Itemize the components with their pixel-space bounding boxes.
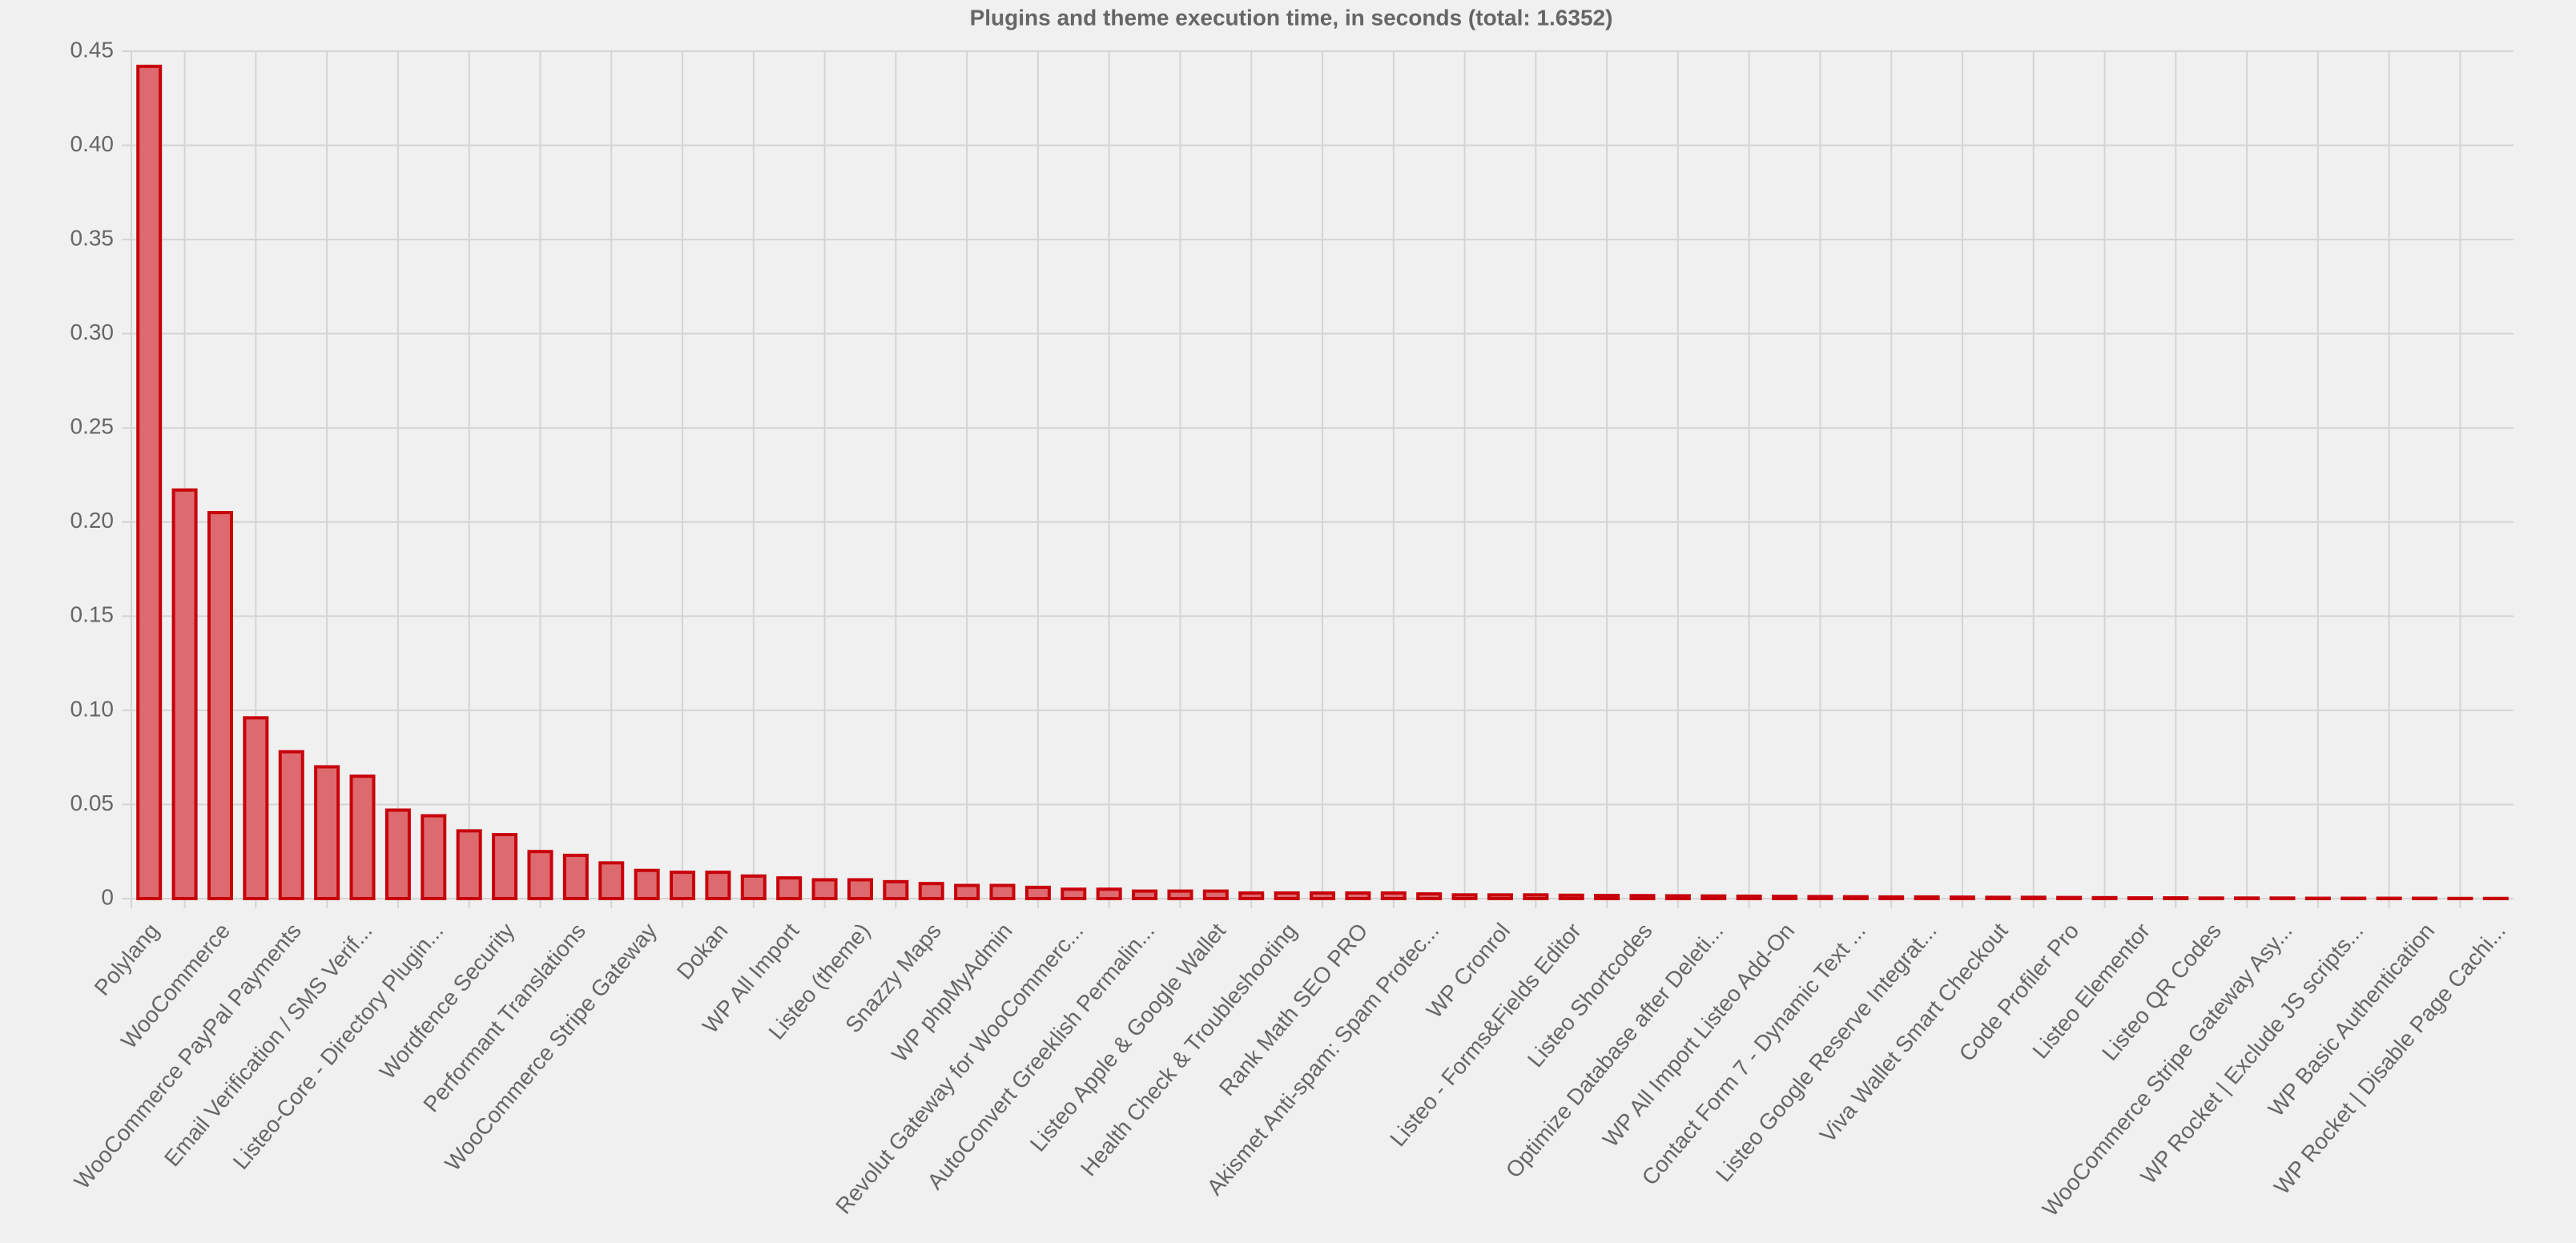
bar [243,716,269,900]
y-tick-label: 0.25 [70,414,115,439]
bar [670,871,696,901]
bar [562,853,589,900]
bar [1736,894,1762,901]
bar [2234,896,2260,901]
y-tick-label: 0.10 [70,696,115,721]
bar [2020,895,2047,901]
bar [278,750,304,901]
bar [207,511,233,900]
x-tick-label: Listeo Shortcodes [1523,919,1657,1072]
x-tick-label: WP phpMyAdmin [887,919,1016,1067]
bar [1061,887,1087,900]
bar [1202,889,1229,901]
bar [989,883,1016,901]
y-tick-label: 0.35 [70,226,115,251]
bar [811,878,838,901]
chart-title: Plugins and theme execution time, in sec… [970,5,1613,30]
bar [598,861,625,900]
bar [1523,893,1549,900]
bar [740,874,767,900]
x-tick-label: Code Profiler Pro [1954,919,2084,1066]
x-tick-label: WooCommerce Stripe Gateway Asy... [2038,919,2297,1221]
y-tick-label: 0.15 [70,602,115,627]
bar [1345,891,1371,900]
bar [1451,893,1478,900]
y-tick-label: 0.05 [70,790,115,815]
bar [1310,891,1335,900]
bar [492,833,518,901]
bar [384,808,411,901]
bar [2269,896,2296,901]
y-tick-label: 0.45 [70,37,115,62]
y-tick-label: 0.40 [70,131,115,156]
bar [2198,896,2224,901]
bar [1914,895,1940,901]
bar [1558,893,1584,900]
bar [527,850,553,900]
bar [1024,885,1051,900]
bar [1878,895,1905,901]
bar [954,883,980,901]
bar [1274,891,1300,900]
bar [1167,889,1193,901]
bar [136,64,163,901]
bar [2056,895,2083,901]
bar [1380,891,1407,900]
bar [1701,894,1727,901]
bar [1949,895,1975,901]
bar [1132,889,1158,901]
bar [1416,892,1443,900]
y-tick-label: 0.20 [70,508,115,533]
bar [2127,896,2153,901]
bar [1842,895,1869,901]
x-tick-label: Wordfence Security [375,919,519,1084]
bar [918,882,944,901]
bar [1096,887,1122,900]
bar [634,868,660,900]
bar [1238,891,1265,900]
y-tick-label: 0 [101,884,114,909]
bar [1985,895,2011,901]
bar [314,765,340,901]
bar [705,871,731,901]
bar [2091,895,2118,901]
bar [1594,894,1620,900]
bar [1772,895,1798,901]
bar [1807,895,1833,901]
bar [883,879,909,900]
x-tick-label: Dokan [672,919,733,984]
bar [847,878,873,901]
x-tick-label: Polylang [90,919,164,1000]
bar [1629,894,1656,901]
bar [1664,894,1691,901]
bar [1487,893,1513,900]
y-tick-label: 0.30 [70,320,115,344]
bar [776,876,803,901]
bar [421,814,447,900]
bar [456,829,482,900]
bar [2163,896,2189,901]
bar [349,774,376,901]
bar [171,488,198,900]
